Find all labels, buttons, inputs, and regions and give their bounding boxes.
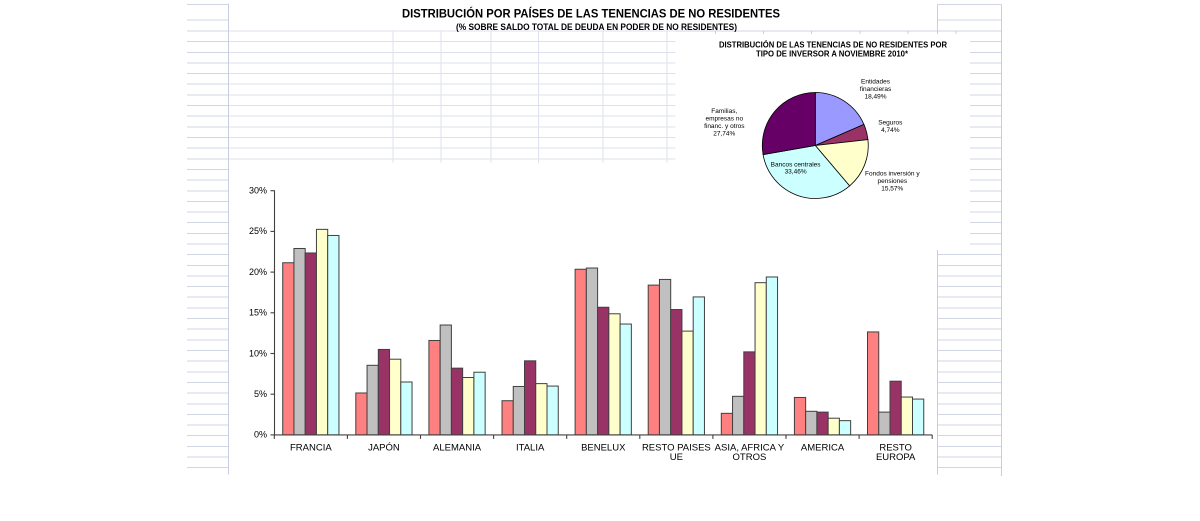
svg-text:empresas no: empresas no [706, 116, 744, 123]
svg-text:DISTRIBUCIÓN POR PAÍSES DE LAS: DISTRIBUCIÓN POR PAÍSES DE LAS TENENCIAS… [402, 6, 780, 21]
svg-text:DISTRIBUCIÓN DE LAS TENENCIAS: DISTRIBUCIÓN DE LAS TENENCIAS DE NO RESI… [719, 39, 947, 50]
svg-text:Seguros: Seguros [878, 120, 903, 127]
svg-text:FRANCIA: FRANCIA [290, 442, 332, 453]
svg-text:20%: 20% [249, 267, 267, 277]
svg-text:15%: 15% [249, 308, 267, 318]
svg-text:TIPO DE INVERSOR A NOVIEMBRE 2: TIPO DE INVERSOR A NOVIEMBRE 2010* [756, 50, 909, 59]
svg-text:ALEMANIA: ALEMANIA [433, 442, 482, 453]
svg-text:financ. y otros: financ. y otros [704, 123, 745, 130]
svg-text:financieras: financieras [860, 86, 892, 93]
svg-text:RESTO PAISES: RESTO PAISES [642, 442, 711, 453]
svg-text:Fondos inversión y: Fondos inversión y [865, 171, 920, 178]
svg-text:15,57%: 15,57% [881, 185, 903, 192]
svg-text:27,74%: 27,74% [713, 131, 735, 138]
svg-text:0%: 0% [254, 430, 267, 440]
svg-text:BENELUX: BENELUX [581, 442, 626, 453]
svg-text:ITALIA: ITALIA [516, 442, 545, 453]
svg-text:AMERICA: AMERICA [801, 442, 845, 453]
svg-text:33,46%: 33,46% [785, 168, 807, 175]
svg-text:4,74%: 4,74% [881, 127, 900, 134]
svg-text:10%: 10% [249, 348, 267, 358]
svg-text:OTROS: OTROS [733, 452, 767, 463]
svg-text:Entidades: Entidades [861, 78, 891, 85]
svg-text:25%: 25% [249, 226, 267, 236]
svg-text:5%: 5% [254, 389, 267, 399]
svg-text:EUROPA: EUROPA [876, 452, 916, 463]
svg-text:18,49%: 18,49% [864, 94, 886, 101]
svg-text:ASIA, AFRICA Y: ASIA, AFRICA Y [715, 442, 785, 453]
svg-text:(% SOBRE SALDO TOTAL DE DEUDA: (% SOBRE SALDO TOTAL DE DEUDA EN PODER D… [456, 22, 737, 32]
svg-text:UE: UE [670, 452, 683, 463]
svg-text:JAPÓN: JAPÓN [368, 442, 400, 453]
svg-text:Familias,: Familias, [711, 108, 737, 115]
svg-text:RESTO: RESTO [879, 442, 912, 453]
svg-text:30%: 30% [249, 186, 267, 196]
svg-text:Bancos centrales: Bancos centrales [771, 162, 822, 169]
svg-text:pensiones: pensiones [877, 178, 907, 185]
